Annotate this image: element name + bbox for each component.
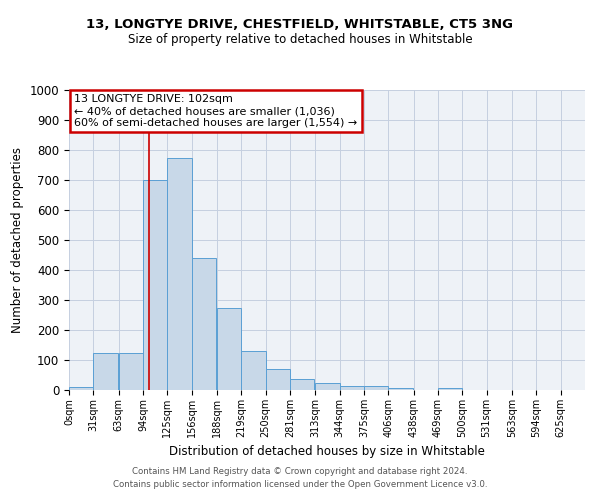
Bar [388, 388, 413, 390]
Text: 13 LONGTYE DRIVE: 102sqm
← 40% of detached houses are smaller (1,036)
60% of sem: 13 LONGTYE DRIVE: 102sqm ← 40% of detach… [74, 94, 358, 128]
Bar [290, 379, 314, 390]
Text: Contains HM Land Registry data © Crown copyright and database right 2024.: Contains HM Land Registry data © Crown c… [132, 467, 468, 476]
Y-axis label: Number of detached properties: Number of detached properties [11, 147, 24, 333]
Bar [340, 386, 364, 390]
Bar [119, 352, 143, 390]
Text: 13, LONGTYE DRIVE, CHESTFIELD, WHITSTABLE, CT5 3NG: 13, LONGTYE DRIVE, CHESTFIELD, WHITSTABL… [86, 18, 514, 30]
Bar [143, 180, 167, 390]
Bar [217, 308, 241, 390]
Bar [438, 388, 462, 390]
Bar [192, 258, 216, 390]
Bar [69, 387, 94, 390]
Text: Size of property relative to detached houses in Whitstable: Size of property relative to detached ho… [128, 32, 472, 46]
Bar [266, 369, 290, 390]
Bar [167, 158, 192, 390]
Bar [94, 352, 118, 390]
Bar [241, 351, 266, 390]
Bar [315, 384, 340, 390]
Bar [364, 386, 388, 390]
Text: Contains public sector information licensed under the Open Government Licence v3: Contains public sector information licen… [113, 480, 487, 489]
X-axis label: Distribution of detached houses by size in Whitstable: Distribution of detached houses by size … [169, 446, 485, 458]
